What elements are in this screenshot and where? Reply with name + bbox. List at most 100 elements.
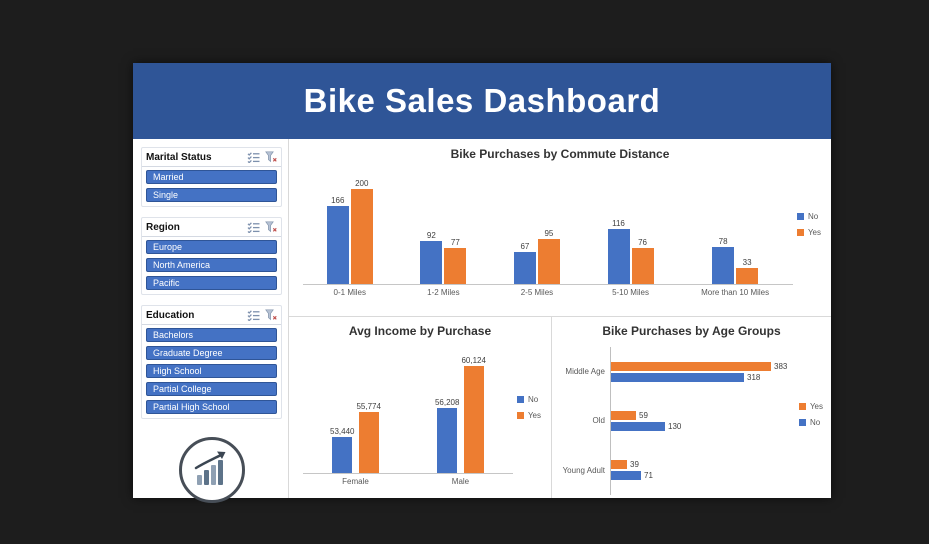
- multi-select-icon[interactable]: [247, 309, 260, 321]
- clear-filter-icon[interactable]: [265, 151, 277, 163]
- category-group: 59 130: [611, 410, 795, 431]
- bar-no: [611, 421, 665, 431]
- legend-label: No: [809, 417, 821, 427]
- dashboard-header: Bike Sales Dashboard: [133, 63, 831, 139]
- legend-swatch-no: [798, 418, 806, 426]
- data-label: 67: [520, 242, 530, 251]
- legend-label: Yes: [809, 401, 823, 411]
- legend: Yes No: [795, 347, 829, 495]
- bar-yes: [537, 239, 560, 284]
- bar-no: [326, 206, 349, 284]
- category-group: 383 318: [611, 361, 795, 382]
- x-axis-line: [303, 284, 793, 285]
- legend-swatch-no: [516, 396, 524, 403]
- data-label: 166: [331, 196, 345, 205]
- slicer-item-pacific[interactable]: Pacific: [146, 276, 277, 290]
- chart-title: Bike Purchases by Age Groups: [602, 324, 781, 338]
- category-group: 39 71: [611, 460, 795, 481]
- category-label: Male: [451, 477, 470, 486]
- bar-yes: [736, 268, 759, 284]
- slicer-item-high-school[interactable]: High School: [146, 364, 277, 378]
- bottom-chart-row: Avg Income by Purchase 53,440 55,774 Female…: [289, 317, 831, 498]
- data-label: 116: [612, 219, 625, 228]
- slicer-items: Married Single: [142, 167, 281, 206]
- bar-no: [420, 241, 443, 284]
- data-label: 130: [668, 421, 682, 431]
- data-label: 56,208: [434, 398, 460, 407]
- legend-item-yes: Yes: [796, 228, 821, 237]
- plot-area: 383 318 59 130 39 71: [610, 347, 795, 495]
- data-label: 383: [774, 361, 788, 371]
- category-label: 1-2 Miles: [427, 288, 460, 297]
- bar-yes: [631, 248, 654, 284]
- bar-no: [611, 372, 744, 382]
- data-label: 76: [638, 238, 647, 247]
- category-label: 2-5 Miles: [520, 288, 554, 297]
- category-group: 53,440 55,774 Female: [330, 343, 381, 486]
- data-label: 71: [644, 471, 653, 481]
- logo: [178, 437, 245, 503]
- legend-swatch-yes: [796, 229, 804, 236]
- data-label: 78: [718, 237, 728, 246]
- data-label: 95: [544, 229, 554, 238]
- legend-label: No: [527, 395, 539, 404]
- slicer-item-single[interactable]: Single: [146, 188, 277, 202]
- legend-item-yes: Yes: [798, 401, 823, 411]
- clear-filter-icon[interactable]: [265, 221, 277, 233]
- chart-commute-distance: Bike Purchases by Commute Distance 166 200…: [289, 139, 831, 317]
- chart-title: Bike Purchases by Commute Distance: [450, 147, 670, 161]
- slicer-item-north-america[interactable]: North America: [146, 258, 277, 272]
- category-label: Female: [342, 477, 369, 486]
- legend-label: Yes: [527, 411, 541, 420]
- growth-chart-icon: [194, 451, 225, 485]
- bar-yes: [611, 410, 636, 420]
- legend-swatch-yes: [798, 402, 806, 410]
- slicer-education: Education Bachelors Graduate Degree High Sc…: [141, 305, 282, 419]
- bar-yes: [350, 189, 373, 284]
- slicer-item-europe[interactable]: Europe: [146, 240, 277, 254]
- chart-title: Avg Income by Purchase: [348, 324, 492, 338]
- slicer-title: Marital Status: [146, 151, 212, 163]
- category-group: 67 95 2-5 Miles: [513, 166, 560, 297]
- data-label: 53,440: [330, 427, 355, 436]
- data-label: 77: [450, 238, 460, 247]
- multi-select-icon[interactable]: [247, 221, 260, 233]
- category-group: 166 200 0-1 Miles: [326, 166, 373, 297]
- bar-yes: [358, 412, 379, 473]
- category-label: Young Adult: [562, 465, 605, 475]
- slicer-title: Region: [146, 221, 180, 233]
- slicer-item-bachelors[interactable]: Bachelors: [146, 328, 277, 342]
- category-label: 5-10 Miles: [612, 288, 649, 297]
- category-group: 116 76 5-10 Miles: [607, 166, 654, 297]
- category-label: More than 10 Miles: [701, 288, 770, 297]
- slicer-list: Marital Status Married Single Region Europe N…: [141, 147, 282, 429]
- bar-yes: [611, 361, 771, 371]
- bar-no: [607, 229, 630, 284]
- plot-area: 166 200 0-1 Miles 92 77 1-2 Miles 67 95 2-5 Mile…: [303, 166, 793, 297]
- category-label: 0-1 Miles: [333, 288, 366, 297]
- bar-no: [712, 247, 735, 284]
- slicer-item-married[interactable]: Married: [146, 170, 277, 184]
- slicer-items: Bachelors Graduate Degree High School Parti…: [142, 325, 281, 418]
- plot-area: 53,440 55,774 Female 56,208 60,124 Male: [303, 343, 513, 486]
- legend-swatch-no: [796, 213, 804, 220]
- slicer-item-partial-high-school[interactable]: Partial High School: [146, 400, 277, 414]
- category-group: 56,208 60,124 Male: [435, 343, 486, 486]
- dashboard-body: Marital Status Married Single Region Europe N…: [133, 139, 831, 503]
- legend-item-no: No: [796, 212, 821, 221]
- category-label: Old: [592, 416, 605, 426]
- charts-area: Bike Purchases by Commute Distance 166 200…: [289, 139, 831, 498]
- slicer-item-partial-college[interactable]: Partial College: [146, 382, 277, 396]
- bar-yes: [444, 248, 467, 284]
- data-label: 33: [742, 258, 752, 267]
- dashboard: Bike Sales Dashboard Marital Status Marri…: [133, 63, 831, 503]
- slicer-item-graduate-degree[interactable]: Graduate Degree: [146, 346, 277, 360]
- chart-avg-income: Avg Income by Purchase 53,440 55,774 Female…: [289, 317, 552, 498]
- data-label: 318: [747, 372, 761, 382]
- legend-item-no: No: [798, 417, 823, 427]
- clear-filter-icon[interactable]: [265, 309, 277, 321]
- category-group: 78 33 More than 10 Miles: [701, 166, 769, 297]
- multi-select-icon[interactable]: [247, 151, 260, 163]
- x-axis-line: [303, 473, 513, 474]
- bar-no: [332, 437, 353, 473]
